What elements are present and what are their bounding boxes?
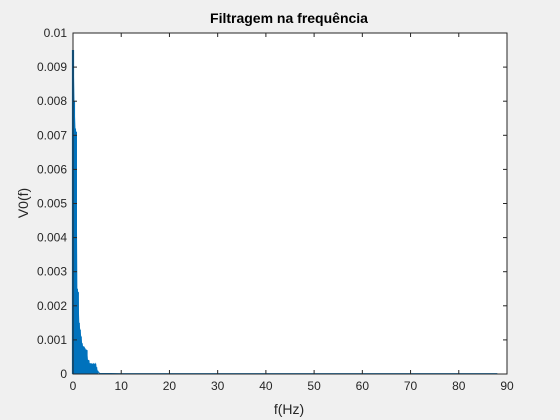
- x-tick-label: 90: [500, 379, 514, 393]
- x-tick-label: 20: [163, 379, 177, 393]
- y-tick-label: 0.005: [37, 197, 67, 211]
- x-tick-label: 50: [307, 379, 321, 393]
- y-tick-label: 0.007: [37, 128, 67, 142]
- y-tick-label: 0.008: [37, 94, 67, 108]
- x-tick-label: 10: [115, 379, 129, 393]
- x-tick-label: 60: [356, 379, 370, 393]
- y-tick-label: 0.006: [37, 162, 67, 176]
- y-tick-label: 0.002: [37, 299, 67, 313]
- x-tick-label: 30: [211, 379, 225, 393]
- x-tick-label: 40: [259, 379, 273, 393]
- x-ticks: 0 10 20 30 40 50 60 70 80 90: [70, 33, 514, 393]
- y-axis-label: V0(f): [15, 188, 31, 218]
- y-tick-label: 0.001: [37, 333, 67, 347]
- y-tick-label: 0: [60, 367, 67, 381]
- x-tick-label: 80: [452, 379, 466, 393]
- y-tick-label: 0.01: [44, 26, 68, 40]
- y-tick-label: 0.009: [37, 60, 67, 74]
- x-axis-label: f(Hz): [274, 401, 304, 417]
- y-ticks: 0 0.001 0.002 0.003 0.004 0.005 0.006 0.007 0.00…: [37, 26, 507, 381]
- chart-title: Filtragem na frequência: [210, 10, 368, 26]
- plot-area: [73, 33, 507, 374]
- y-tick-label: 0.003: [37, 265, 67, 279]
- x-tick-label: 0: [70, 379, 77, 393]
- x-tick-label: 70: [404, 379, 418, 393]
- y-tick-label: 0.004: [37, 231, 67, 245]
